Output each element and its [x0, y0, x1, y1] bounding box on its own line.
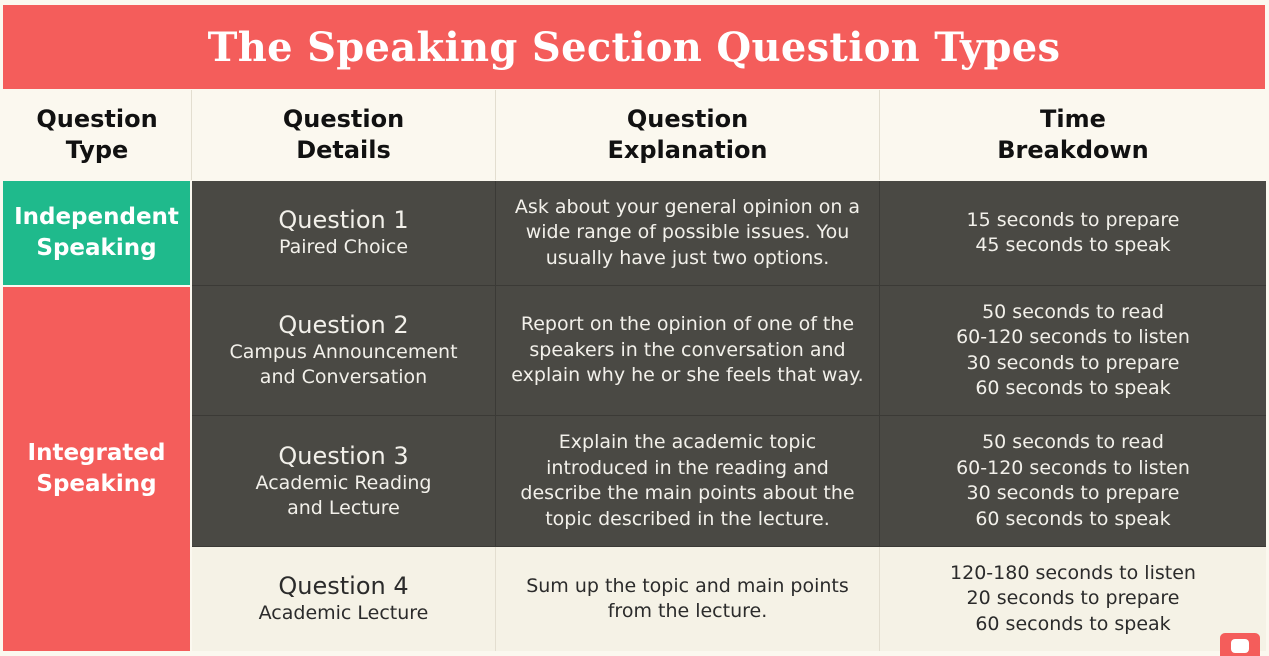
- header-question-type-line-2: Type: [65, 136, 129, 164]
- type-independent-line-1: Independent: [14, 204, 179, 230]
- youtube-icon[interactable]: [1220, 633, 1260, 656]
- row-1-question: Question 1: [278, 206, 409, 234]
- row-1-details: Question 1 Paired Choice: [192, 181, 496, 286]
- row-3-explanation-line-2: introduced in the reading and: [546, 456, 829, 479]
- type-independent-line-2: Speaking: [36, 235, 157, 261]
- row-1-detail-line-1: Paired Choice: [278, 236, 409, 258]
- row-3-time-line-2: 60-120 seconds to listen: [956, 456, 1190, 479]
- row-2-time-line-2: 60-120 seconds to listen: [956, 326, 1190, 348]
- row-2-details: Question 2 Campus Announcement and Conve…: [192, 286, 496, 416]
- row-2-explanation-line-1: Report on the opinion of one of the: [520, 313, 855, 336]
- row-3-time: 50 seconds to read 60-120 seconds to lis…: [880, 416, 1266, 547]
- row-1-explanation: Ask about your general opinion on a wide…: [496, 181, 880, 286]
- row-3-explanation-line-4: topic described in the lecture.: [545, 507, 830, 530]
- header-time-breakdown-line-1: Time: [1040, 105, 1106, 133]
- title-bar: The Speaking Section Question Types: [3, 5, 1265, 89]
- page-title: The Speaking Section Question Types: [207, 23, 1061, 71]
- type-integrated-line-1: Integrated: [27, 440, 166, 466]
- row-1-time-line-2: 45 seconds to speak: [975, 234, 1171, 256]
- row-3-explanation: Explain the academic topic introduced in…: [496, 416, 880, 547]
- row-3-time-line-4: 60 seconds to speak: [975, 507, 1171, 530]
- header-time-breakdown: Time Breakdown: [880, 90, 1266, 180]
- type-integrated-line-2: Speaking: [36, 471, 157, 497]
- row-3-explanation-line-3: describe the main points about the: [520, 482, 855, 504]
- row-2-detail-line-1: Campus Announcement: [229, 341, 458, 363]
- row-3-time-line-3: 30 seconds to prepare: [966, 482, 1180, 504]
- row-1-explanation-line-2: wide range of possible issues. You: [525, 221, 850, 244]
- row-3-details: Question 3 Academic Reading and Lecture: [192, 416, 496, 547]
- row-2-explanation-line-2: speakers in the conversation and: [529, 338, 846, 361]
- row-1-explanation-line-3: usually have just two options.: [545, 246, 830, 269]
- row-1-time: 15 seconds to prepare 45 seconds to spea…: [880, 181, 1266, 286]
- row-2-time-line-4: 60 seconds to speak: [975, 377, 1171, 399]
- header-question-explanation-line-2: Explanation: [607, 136, 768, 164]
- header-question-explanation: Question Explanation: [496, 90, 880, 180]
- header-question-type: Question Type: [3, 90, 192, 180]
- row-2-explanation: Report on the opinion of one of the spea…: [496, 286, 880, 416]
- row-1-time-line-1: 15 seconds to prepare: [966, 208, 1180, 231]
- row-3-question: Question 3: [278, 441, 409, 470]
- row-3-time-line-1: 50 seconds to read: [982, 431, 1164, 453]
- header-question-details-line-2: Details: [296, 136, 391, 164]
- row-4-time-line-1: 120-180 seconds to listen: [950, 561, 1196, 584]
- row-4-detail-line-1: Academic Lecture: [258, 602, 429, 624]
- row-4-time-line-3: 60 seconds to speak: [975, 612, 1171, 635]
- row-2-detail-line-2: and Conversation: [259, 366, 428, 388]
- row-2-explanation-line-3: explain why he or she feels that way.: [511, 364, 864, 387]
- row-4-time: 120-180 seconds to listen 20 seconds to …: [880, 547, 1266, 651]
- row-2-time-line-3: 30 seconds to prepare: [966, 351, 1180, 374]
- row-2-time-line-1: 50 seconds to read: [982, 300, 1164, 323]
- header-question-type-line-1: Question: [36, 105, 158, 133]
- row-4-time-line-2: 20 seconds to prepare: [966, 587, 1180, 610]
- row-3-detail-line-2: and Lecture: [287, 496, 400, 519]
- row-4-question: Question 4: [278, 572, 409, 600]
- row-3-detail-line-1: Academic Reading: [255, 471, 432, 494]
- row-2-question: Question 2: [278, 311, 409, 339]
- row-4-explanation-line-2: from the lecture.: [607, 600, 768, 622]
- header-question-explanation-line-1: Question: [626, 105, 749, 133]
- header-question-details: Question Details: [192, 90, 496, 180]
- row-1-explanation-line-1: Ask about your general opinion on a: [514, 195, 861, 218]
- row-3-explanation-line-1: Explain the academic topic: [558, 431, 817, 453]
- type-independent-speaking: Independent Speaking: [3, 181, 190, 285]
- row-2-time: 50 seconds to read 60-120 seconds to lis…: [880, 286, 1266, 416]
- header-question-details-line-1: Question: [282, 105, 405, 133]
- row-4-details: Question 4 Academic Lecture: [192, 547, 496, 651]
- row-4-explanation: Sum up the topic and main points from th…: [496, 547, 880, 651]
- header-time-breakdown-line-2: Breakdown: [997, 136, 1149, 164]
- row-4-explanation-line-1: Sum up the topic and main points: [526, 574, 849, 597]
- type-integrated-speaking: Integrated Speaking: [3, 287, 190, 651]
